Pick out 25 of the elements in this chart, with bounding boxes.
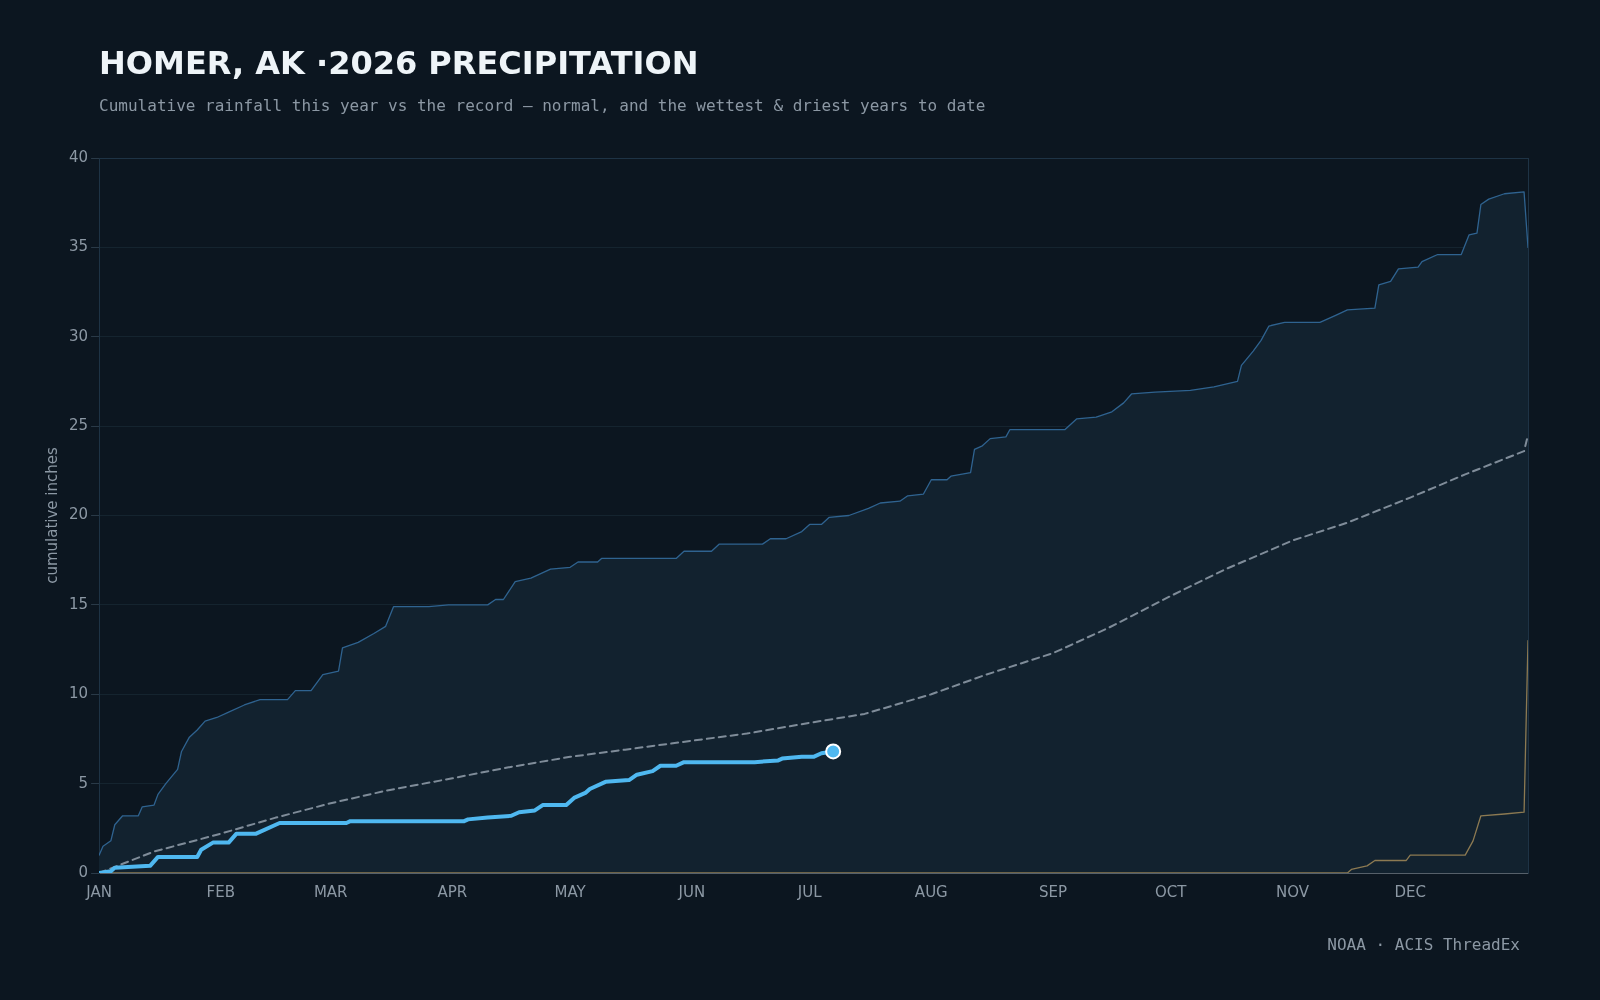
y-tick-label: 0 (78, 862, 89, 881)
x-tick-label: NOV (1275, 882, 1310, 901)
x-tick-label: MAR (313, 882, 348, 901)
y-tick-label: 5 (78, 773, 89, 792)
y-tick-label: 20 (68, 505, 89, 524)
x-tick-label: MAY (554, 882, 587, 901)
x-tick-label: JUL (796, 882, 823, 901)
y-tick-label: 40 (68, 147, 89, 166)
x-tick-label: OCT (1155, 882, 1188, 901)
chart-subtitle: Cumulative rainfall this year vs the record — normal, and the wettest & driest years to date (99, 96, 986, 115)
x-tick-label: JAN (85, 882, 112, 901)
x-tick-label: SEP (1038, 882, 1068, 901)
x-tick-label: FEB (206, 882, 235, 901)
x-tick-label: AUG (914, 882, 948, 901)
y-tick-label: 15 (68, 594, 89, 613)
y-axis-title: cumulative inches (42, 447, 61, 584)
x-tick-label: APR (437, 882, 468, 901)
y-tick-label: 25 (68, 416, 89, 435)
y-tick-label: 35 (68, 237, 89, 256)
x-tick-label: JUN (677, 882, 706, 901)
y-tick-label: 10 (68, 684, 89, 703)
chart-title: HOMER, AK ·2026 PRECIPITATION (99, 44, 699, 82)
y-tick-label: 30 (68, 326, 89, 345)
x-tick-label: DEC (1394, 882, 1426, 901)
text: NOAA · ACIS ThreadEx (1327, 935, 1521, 954)
